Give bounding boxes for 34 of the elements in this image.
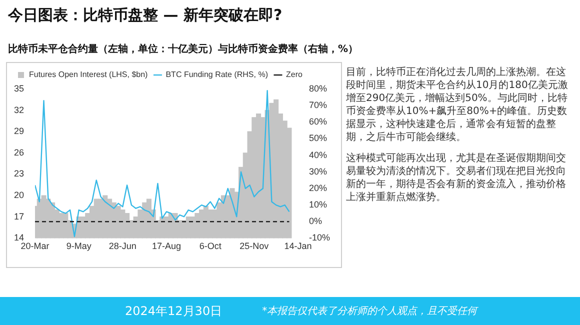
y2-tick-label: 80%: [308, 83, 328, 94]
legend-label: Futures Open Interest (LHS, $bn): [29, 70, 148, 80]
y2-tick-label: 0%: [308, 216, 322, 226]
y-tick-label: 20: [14, 190, 24, 200]
y-tick-label: 32: [14, 104, 24, 115]
y-tick-label: 23: [14, 168, 24, 179]
x-tick-label: 20-Mar: [20, 241, 50, 252]
y2-tick-label: 50%: [308, 133, 328, 144]
y2-tick-label: 10%: [308, 200, 328, 210]
legend-label: Zero: [286, 70, 303, 80]
y-tick-label: 14: [14, 232, 24, 243]
legend-label: BTC Funding Rate (RHS, %): [166, 70, 268, 80]
y2-tick-label: 60%: [308, 116, 328, 127]
y2-tick-label: 20%: [308, 182, 328, 193]
chart-title: 今日图表：比特币盘整 — 新年突破在即?: [8, 6, 282, 25]
x-tick-label: 17-Aug: [152, 241, 182, 252]
text: 目前，比特币正在消化过去几周的上涨热潮。在这段时间里，期货未平仓合约从10月的180亿美元激增至290亿美元，增幅达到50%。与此同时，比特币资金费率从10%+飙升至80%+的峰值。历史数据显示，这种快速建仓后，通常会有短暂的盘整期，之后牛市可能会继续。: [346, 66, 569, 144]
y-tick-label: 26: [14, 147, 24, 158]
text: 这种模式可能再次出现，尤其是在圣诞假期期间交易量较为清淡的情况下。交易者们现在把目光投向新的一年，期待是否会有新的资金流入，推动价格上涨并重新点燃涨势。: [346, 152, 567, 204]
y-tick-label: 29: [14, 126, 24, 136]
x-tick-label: 6-Oct: [199, 241, 222, 252]
text: *本报告仅代表了分析师的个人观点，且不受任何: [262, 304, 478, 318]
y2-tick-label: 70%: [308, 100, 328, 110]
x-tick-label: 9-May: [66, 241, 92, 252]
y-tick-label: 17: [14, 211, 24, 222]
chart-subtitle: 比特币未平仓合约量（左轴，单位：十亿美元）与比特币资金费率（右轴，%）: [8, 42, 358, 56]
x-tick-label: 25-Nov: [240, 241, 270, 252]
x-tick-label: 14-Jan: [284, 241, 312, 252]
y2-tick-label: 40%: [308, 150, 328, 160]
y-tick-label: 35: [14, 83, 24, 94]
y2-tick-label: -10%: [308, 232, 330, 243]
x-tick-label: 28-Jun: [108, 241, 136, 252]
text: 2024年12月30日: [125, 302, 222, 320]
y2-tick-label: 30%: [308, 166, 328, 176]
